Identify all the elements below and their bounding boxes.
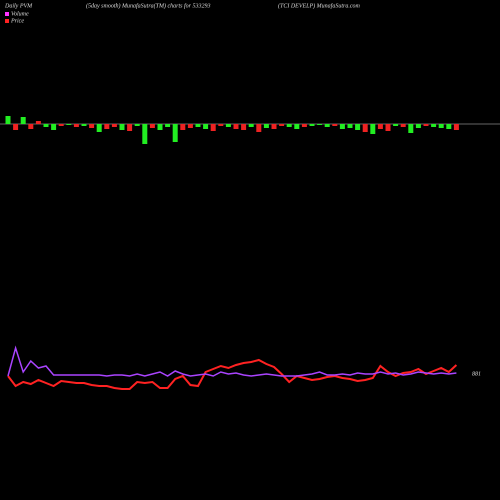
chart-subtitle: (5day smooth) MunafaSutra(TM) charts for…	[86, 2, 211, 9]
bar	[339, 124, 345, 129]
bar	[187, 124, 193, 128]
bar	[13, 124, 19, 130]
bar	[279, 124, 285, 126]
chart-title: Daily PVM	[4, 3, 33, 9]
bar	[210, 124, 216, 131]
bar	[119, 124, 125, 130]
bar	[385, 124, 391, 131]
legend-swatch	[5, 12, 9, 16]
bar	[286, 124, 292, 127]
bar	[453, 124, 459, 130]
legend-swatch	[5, 19, 9, 23]
bar	[393, 124, 399, 126]
bar	[332, 124, 338, 126]
bar	[301, 124, 307, 127]
bar	[96, 124, 102, 132]
legend-label: Price	[10, 18, 24, 24]
bar	[165, 124, 171, 127]
bar	[263, 124, 269, 128]
bar	[81, 124, 87, 126]
bar	[172, 124, 178, 142]
legend-label: Volume	[11, 11, 29, 17]
bar	[20, 117, 26, 124]
bar	[233, 124, 239, 129]
bar	[256, 124, 262, 132]
bar	[89, 124, 95, 128]
bar	[134, 124, 140, 126]
bar	[241, 124, 247, 130]
bar	[58, 124, 64, 126]
bar	[28, 124, 34, 129]
bar	[43, 124, 49, 127]
bar	[35, 121, 41, 124]
bar	[431, 124, 437, 127]
bar	[73, 124, 79, 127]
bar	[127, 124, 133, 131]
bar	[408, 124, 414, 133]
bar	[157, 124, 163, 130]
bar	[400, 124, 406, 127]
bar	[180, 124, 186, 130]
bar	[142, 124, 148, 144]
chart-caption: (TCI DEVELP) MunafaSutra.com	[278, 2, 360, 9]
bar	[218, 124, 224, 126]
bar	[438, 124, 444, 128]
bar	[149, 124, 155, 128]
bar	[5, 116, 11, 124]
bar	[355, 124, 361, 130]
bar	[324, 124, 330, 127]
bar	[104, 124, 110, 129]
bar	[377, 124, 383, 129]
line	[7, 345, 457, 377]
bar	[66, 124, 72, 125]
bar	[225, 124, 231, 127]
bar	[203, 124, 209, 129]
bar	[423, 124, 429, 126]
bar	[111, 124, 117, 127]
bar	[195, 124, 201, 127]
bar	[51, 124, 57, 130]
bar	[370, 124, 376, 134]
bar	[248, 124, 254, 127]
line	[7, 358, 458, 390]
bar	[362, 124, 368, 132]
annotation: 881	[472, 371, 481, 377]
bar	[415, 124, 421, 128]
bar	[446, 124, 452, 129]
bar	[317, 124, 323, 125]
bar	[347, 124, 353, 128]
bar	[309, 124, 315, 126]
bar	[294, 124, 300, 129]
bar	[271, 124, 277, 129]
